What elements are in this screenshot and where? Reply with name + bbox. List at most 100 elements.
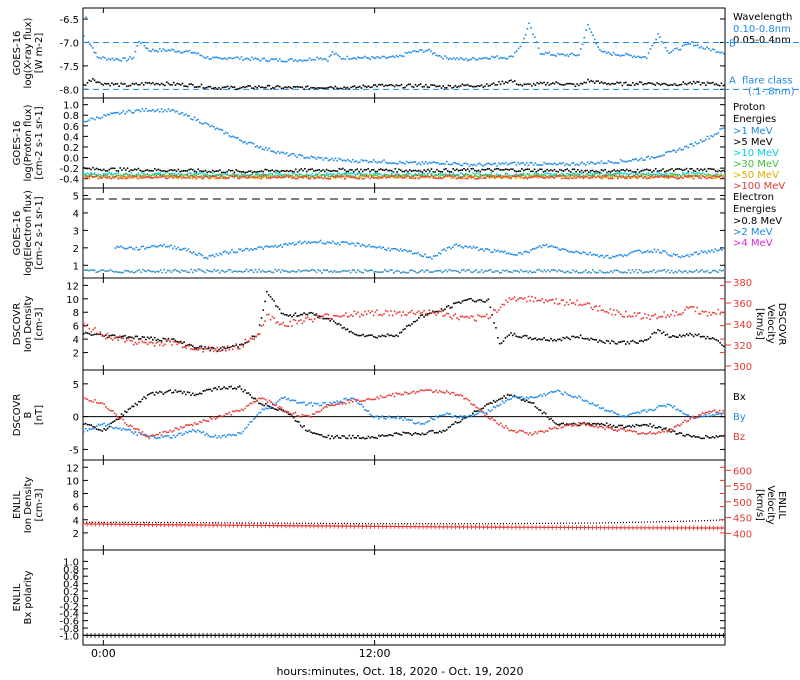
data-point — [246, 175, 248, 177]
data-point — [487, 403, 490, 405]
data-point — [299, 154, 302, 156]
data-point — [471, 271, 474, 274]
data-point — [653, 269, 655, 271]
data-point — [172, 340, 175, 343]
data-point — [658, 176, 661, 178]
data-point — [418, 316, 420, 319]
data-point — [723, 177, 725, 180]
data-point — [357, 86, 359, 89]
data-point — [529, 299, 531, 302]
series-0 — [83, 16, 725, 63]
data-point — [388, 84, 391, 86]
data-point — [336, 434, 338, 437]
data-point — [663, 311, 665, 313]
data-point — [429, 256, 431, 259]
data-point — [130, 174, 132, 177]
data-point — [691, 41, 693, 43]
data-point — [489, 84, 491, 87]
data-point — [192, 118, 194, 121]
data-point — [427, 172, 429, 175]
data-point — [83, 332, 85, 335]
data-point — [532, 82, 535, 85]
data-point — [705, 337, 707, 340]
data-point — [271, 315, 274, 318]
data-point — [106, 177, 109, 179]
data-point — [272, 271, 275, 274]
data-point — [616, 169, 619, 172]
data-point — [127, 58, 130, 61]
data-point — [689, 81, 691, 84]
data-point — [170, 271, 173, 273]
data-point — [729, 174, 731, 176]
data-point — [595, 176, 597, 179]
data-point — [445, 160, 448, 163]
legend-entry: Bz — [733, 432, 745, 443]
data-point — [321, 58, 324, 61]
data-point — [615, 269, 617, 272]
data-point — [289, 175, 292, 177]
data-point — [367, 85, 370, 88]
y-axis-label-line: [W m-2] — [34, 33, 45, 74]
data-point — [83, 269, 85, 271]
data-point — [671, 149, 674, 152]
data-point — [94, 118, 96, 121]
data-point — [376, 174, 379, 177]
data-point — [727, 126, 729, 128]
data-point — [390, 175, 393, 177]
data-point — [160, 340, 163, 342]
data-point — [435, 270, 438, 272]
data-point — [707, 167, 710, 170]
data-point — [404, 328, 406, 330]
data-point — [656, 176, 659, 178]
data-point — [123, 177, 125, 180]
data-point — [560, 299, 563, 302]
data-point — [105, 337, 107, 340]
data-point — [110, 334, 112, 337]
data-point — [199, 176, 201, 178]
data-point — [341, 159, 344, 162]
data-point — [448, 172, 451, 175]
data-point — [600, 50, 603, 53]
data-point — [90, 80, 92, 83]
data-point — [436, 177, 438, 180]
data-point — [266, 314, 268, 316]
data-point — [90, 44, 93, 47]
data-point — [273, 151, 276, 153]
data-point — [348, 315, 351, 318]
data-point — [324, 157, 326, 159]
data-point — [258, 174, 261, 176]
data-point — [608, 257, 611, 259]
data-point — [681, 45, 684, 47]
data-point — [630, 315, 632, 318]
data-point — [482, 315, 485, 318]
data-point — [327, 434, 330, 437]
data-point — [492, 170, 494, 173]
data-point — [651, 171, 653, 173]
data-point — [694, 170, 697, 173]
data-point — [202, 176, 205, 179]
data-point — [560, 169, 563, 172]
data-point — [521, 173, 523, 176]
data-point — [638, 171, 641, 173]
data-point — [568, 177, 570, 180]
data-point — [367, 269, 370, 272]
data-point — [519, 83, 522, 86]
data-point — [282, 410, 285, 412]
data-point — [278, 58, 281, 60]
data-point — [487, 162, 490, 164]
data-point — [222, 251, 225, 254]
data-point — [244, 86, 246, 89]
data-point — [262, 174, 265, 177]
data-point — [165, 50, 168, 52]
data-point — [297, 269, 300, 271]
data-point — [141, 175, 143, 178]
data-point — [315, 87, 318, 90]
data-point — [275, 408, 278, 411]
data-point — [338, 172, 341, 174]
data-point — [564, 174, 567, 177]
data-point — [312, 312, 314, 315]
data-point — [101, 116, 104, 119]
data-point — [573, 251, 576, 254]
data-point — [513, 173, 516, 176]
data-point — [358, 57, 361, 59]
